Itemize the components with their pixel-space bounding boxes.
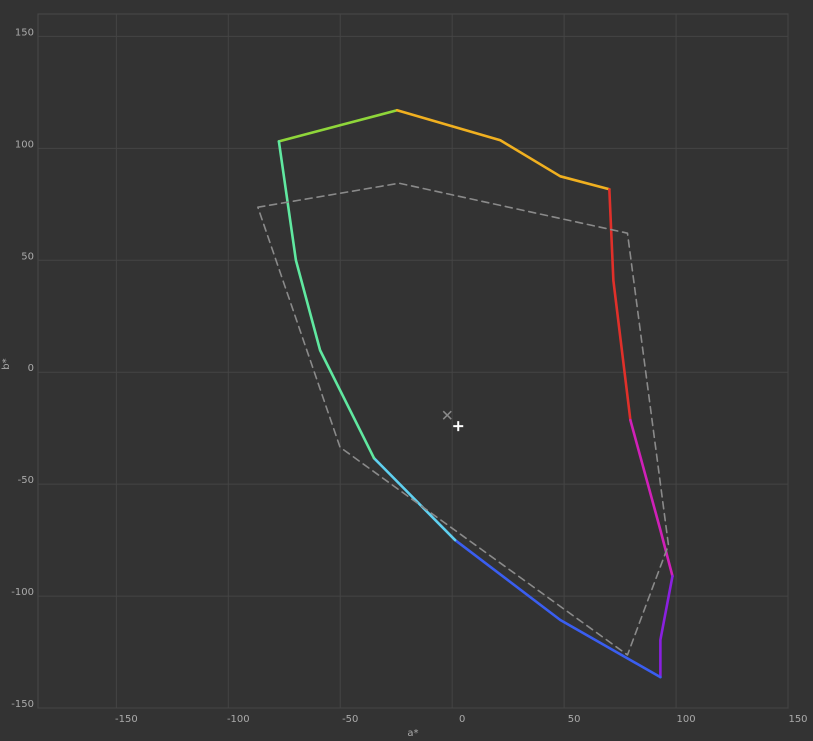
- y-tick-label: 0: [28, 363, 34, 374]
- x-tick-label: 100: [677, 714, 696, 725]
- x-tick-label: -150: [115, 714, 138, 725]
- x-tick-label: -50: [342, 714, 358, 725]
- x-tick-label: 50: [568, 714, 581, 725]
- y-axis-label: b*: [1, 358, 12, 369]
- y-tick-label: -150: [11, 699, 34, 710]
- reference-gamut: [257, 182, 670, 656]
- y-tick-label: 50: [21, 251, 34, 262]
- gamut-line: [395, 108, 611, 191]
- x-tick-label: -100: [227, 714, 250, 725]
- gamut-line: [277, 108, 399, 143]
- gamut-line: [629, 418, 674, 578]
- y-tick-label: 100: [15, 139, 34, 150]
- y-tick-label: -50: [18, 475, 34, 486]
- gamut-line: [453, 538, 662, 679]
- x-tick-label: 150: [788, 714, 807, 725]
- marker-stroke: [442, 410, 452, 420]
- marker: [453, 421, 464, 432]
- gamut-line: [659, 574, 674, 679]
- gamut-line: [608, 187, 632, 422]
- x-axis-label: a*: [407, 728, 418, 739]
- gamut-line: [277, 140, 376, 460]
- y-tick-label: -100: [11, 587, 34, 598]
- gamut-line: [372, 456, 457, 542]
- x-tick-label: 0: [459, 714, 465, 725]
- y-tick-label: 150: [15, 27, 34, 38]
- marker: [442, 410, 452, 420]
